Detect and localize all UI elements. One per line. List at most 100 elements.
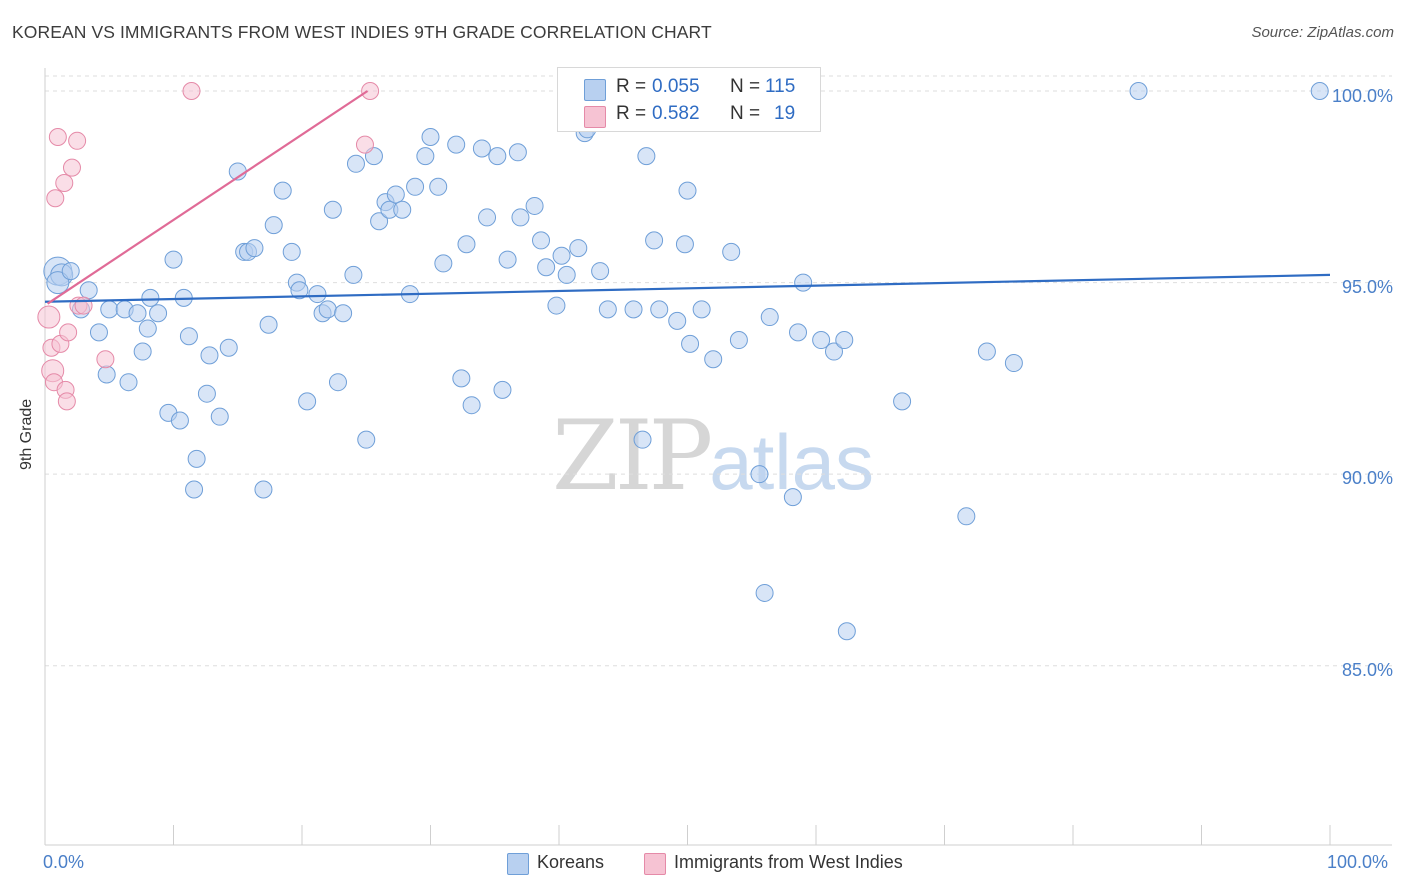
korean-point: [170, 411, 189, 430]
korean-point: [824, 342, 843, 361]
legend-r-value: 0.055: [652, 76, 700, 97]
korean-point: [344, 265, 363, 284]
korean-point: [704, 350, 723, 369]
korean-point: [569, 239, 588, 258]
west-indies-point: [62, 158, 81, 177]
west-indies-point: [182, 81, 201, 100]
watermark: ZIPatlas: [552, 400, 874, 512]
korean-point: [100, 300, 119, 319]
korean-point: [755, 583, 774, 602]
korean-point: [141, 288, 160, 307]
korean-point: [462, 396, 481, 415]
korean-point: [557, 265, 576, 284]
korean-point: [493, 380, 512, 399]
korean-point: [421, 127, 440, 146]
korean-point: [393, 200, 412, 219]
korean-point: [79, 281, 98, 300]
west-indies-point: [361, 81, 380, 100]
korean-point: [624, 300, 643, 319]
grid-lines: [45, 75, 1392, 667]
chart-title: KOREAN VS IMMIGRANTS FROM WEST INDIES 9T…: [12, 22, 712, 42]
korean-point: [210, 407, 229, 426]
korean-point: [812, 331, 831, 350]
korean-point: [128, 304, 147, 323]
korean-point: [532, 231, 551, 250]
korean-point: [1129, 81, 1148, 100]
korean-point: [645, 231, 664, 250]
korean-point: [290, 281, 309, 300]
korean-point: [837, 622, 856, 641]
korean-point: [138, 319, 157, 338]
korean-point: [783, 488, 802, 507]
korean-point: [547, 296, 566, 315]
korean-point: [46, 271, 70, 295]
korean-point: [537, 258, 556, 277]
korean-point: [525, 196, 544, 215]
korean-point: [675, 235, 694, 254]
korean-point: [197, 384, 216, 403]
west-indies-trendline: [46, 90, 369, 305]
korean-trendline: [44, 273, 1331, 303]
korean-point: [164, 250, 183, 269]
x-tick-label-0: 0.0%: [43, 852, 85, 872]
korean-point: [511, 208, 530, 227]
y-tick-label-85: 85.0%: [1341, 660, 1393, 680]
korean-point: [334, 304, 353, 323]
korean-point: [346, 154, 365, 173]
korean-point: [185, 480, 204, 499]
korean-point: [591, 262, 610, 281]
y-tick-label-100: 100.0%: [1331, 86, 1393, 106]
korean-point: [893, 392, 912, 411]
korean-point: [1310, 81, 1329, 100]
korean-point: [370, 212, 389, 231]
korean-point: [750, 465, 769, 484]
legend-swatch-pink: [584, 106, 606, 128]
legend-n-label: N =: [730, 76, 761, 97]
bottom-legend-swatch-pink: [644, 853, 666, 875]
legend-n-value: 115: [765, 76, 796, 97]
korean-point: [187, 449, 206, 468]
korean-point: [179, 327, 198, 346]
korean-point: [789, 323, 808, 342]
korean-point: [1004, 354, 1023, 373]
korean-point: [722, 242, 741, 261]
korean-point: [429, 177, 448, 196]
korean-point: [416, 147, 435, 166]
korean-point: [835, 331, 854, 350]
korean-point: [637, 147, 656, 166]
korean-point: [598, 300, 617, 319]
korean-point: [633, 430, 652, 449]
korean-point: [200, 346, 219, 365]
korean-point: [273, 181, 292, 200]
korean-point: [472, 139, 491, 158]
legend-r-value: 0.582: [652, 103, 700, 124]
legend-n-label: N =: [730, 103, 761, 124]
stats-legend: R = 0.055 N = 115 R = 0.582 N = 19: [557, 67, 821, 132]
korean-point: [692, 300, 711, 319]
korean-point: [760, 308, 779, 327]
west-indies-point: [96, 350, 115, 369]
legend-r-label: R =: [616, 103, 647, 124]
korean-point: [406, 177, 425, 196]
trend-lines: [44, 90, 1331, 305]
axes: [44, 68, 1392, 846]
watermark-zip: ZIP: [552, 400, 713, 512]
west-indies-point: [57, 392, 76, 411]
korean-point: [357, 430, 376, 449]
west-indies-point: [355, 135, 374, 154]
y-tick-label-90: 90.0%: [1341, 468, 1393, 488]
korean-point: [478, 208, 497, 227]
korean-point: [323, 200, 342, 219]
korean-point: [89, 323, 108, 342]
west-indies-point: [74, 296, 93, 315]
korean-point: [681, 334, 700, 353]
legend-r-label: R =: [616, 76, 647, 97]
korean-point: [149, 304, 168, 323]
korean-point: [298, 392, 317, 411]
korean-point: [308, 285, 327, 304]
west-indies-point: [37, 305, 61, 329]
west-indies-point: [48, 127, 67, 146]
korean-point: [61, 262, 80, 281]
x-tick-label-100: 100.0%: [1327, 852, 1389, 872]
